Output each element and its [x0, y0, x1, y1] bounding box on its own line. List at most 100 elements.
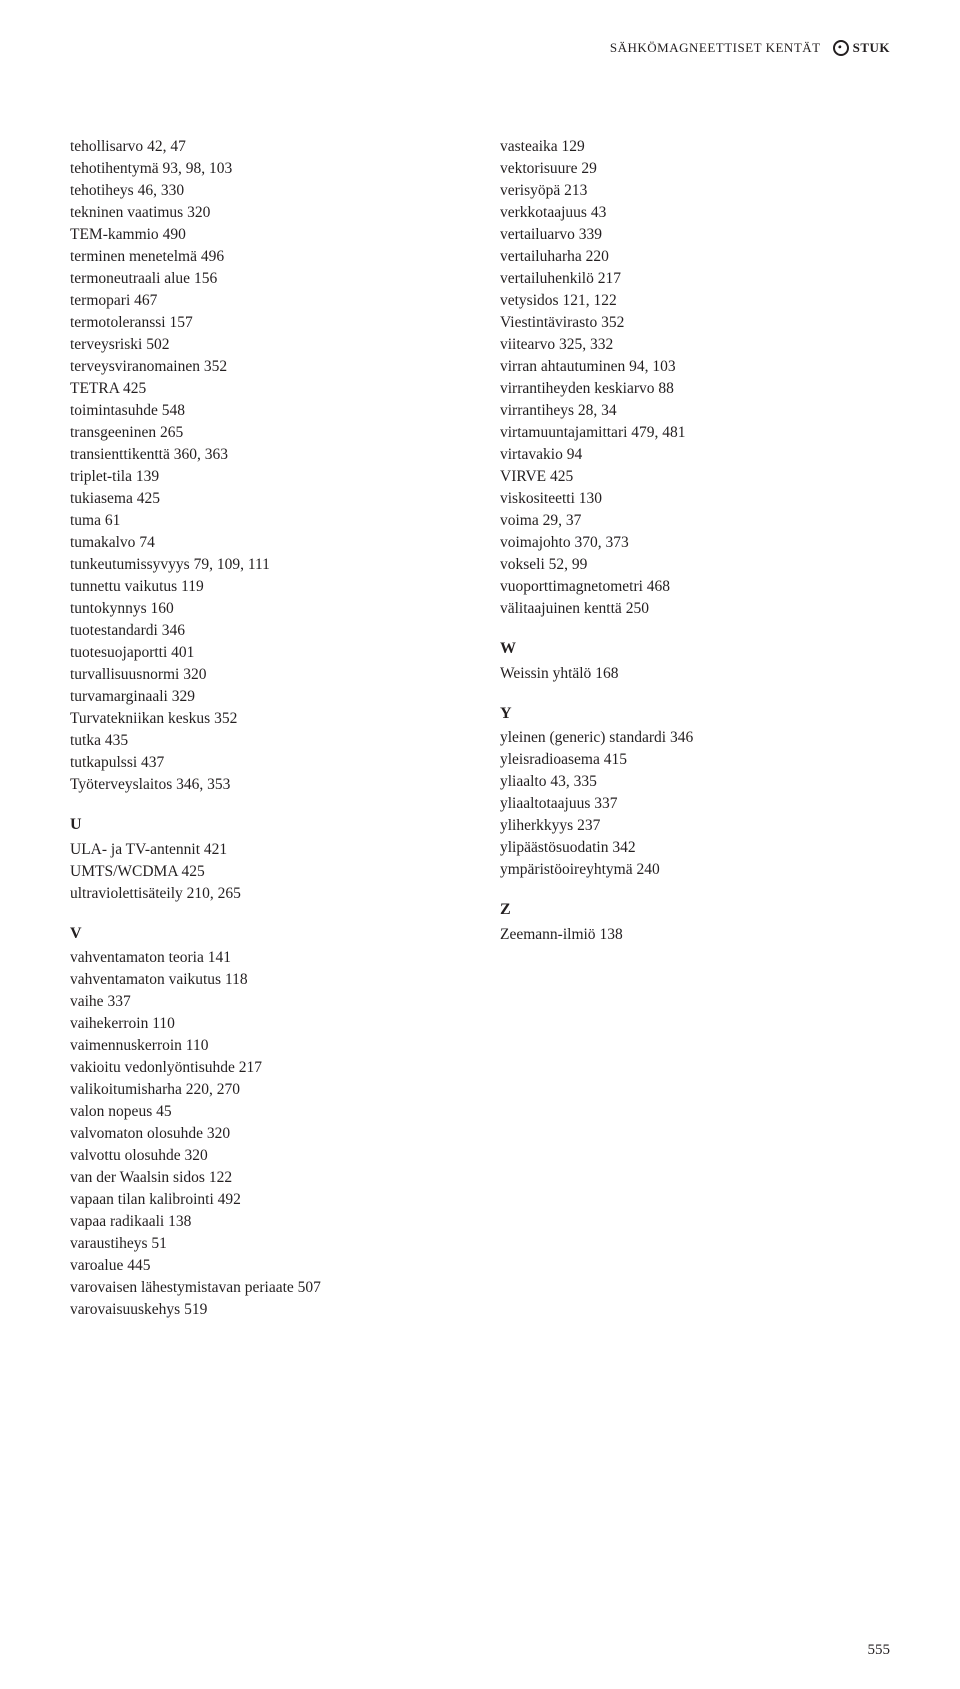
index-pages: 445: [127, 1257, 150, 1274]
index-term: ultraviolettisäteily: [70, 885, 183, 902]
index-pages: 29: [581, 160, 597, 177]
index-term: vasteaika: [500, 138, 558, 155]
index-entry: TETRA 425: [70, 378, 460, 400]
index-term: vuoporttimagnetometri: [500, 578, 643, 595]
index-term: viitearvo: [500, 336, 555, 353]
index-entry: terminen menetelmä 496: [70, 246, 460, 268]
index-entry: valon nopeus 45: [70, 1101, 460, 1123]
index-term: varovaisuuskehys: [70, 1301, 180, 1318]
index-entry: varovaisen lähestymistavan periaate 507: [70, 1277, 460, 1299]
index-term: vertailuharha: [500, 248, 582, 265]
index-entry: ylipäästösuodatin 342: [500, 837, 890, 859]
index-term: viskositeetti: [500, 490, 575, 507]
index-term: Viestintävirasto: [500, 314, 597, 331]
index-pages: 240: [636, 861, 659, 878]
index-term: yliaalto: [500, 773, 547, 790]
index-entry: virtamuuntajamittari 479, 481: [500, 422, 890, 444]
index-pages: 425: [182, 863, 205, 880]
index-pages: 342: [612, 839, 635, 856]
index-pages: 29, 37: [543, 512, 582, 529]
index-term: transienttikenttä: [70, 446, 170, 463]
index-term: tumakalvo: [70, 534, 135, 551]
index-entry: tehotihentymä 93, 98, 103: [70, 158, 460, 180]
index-term: van der Waalsin sidos: [70, 1169, 205, 1186]
index-term: tehollisarvo: [70, 138, 143, 155]
index-pages: 93, 98, 103: [163, 160, 233, 177]
index-pages: 129: [562, 138, 585, 155]
index-pages: 122: [209, 1169, 232, 1186]
index-entry: voimajohto 370, 373: [500, 532, 890, 554]
index-pages: 119: [181, 578, 204, 595]
index-pages: 320: [183, 666, 206, 683]
index-entry: vertailuhenkilö 217: [500, 268, 890, 290]
index-term: verkkotaajuus: [500, 204, 587, 221]
right-column: vasteaika 129vektorisuure 29verisyöpä 21…: [500, 136, 890, 1339]
index-entry: virran ahtautuminen 94, 103: [500, 356, 890, 378]
index-entry: tuma 61: [70, 510, 460, 532]
stuk-logo: STUK: [833, 40, 890, 56]
index-term: vapaan tilan kalibrointi: [70, 1191, 214, 1208]
index-pages: 213: [564, 182, 587, 199]
index-pages: 94: [567, 446, 583, 463]
index-pages: 217: [239, 1059, 262, 1076]
index-pages: 168: [595, 665, 618, 682]
index-entry: yliaaltotaajuus 337: [500, 793, 890, 815]
index-pages: 467: [134, 292, 157, 309]
index-letter-heading: U: [70, 814, 460, 837]
index-entry: välitaajuinen kenttä 250: [500, 598, 890, 620]
index-term: välitaajuinen kenttä: [500, 600, 622, 617]
index-pages: 415: [604, 751, 627, 768]
index-term: tuotestandardi: [70, 622, 158, 639]
index-term: valon nopeus: [70, 1103, 152, 1120]
index-term: vahventamaton teoria: [70, 949, 204, 966]
index-pages: 507: [298, 1279, 321, 1296]
index-entry: vokseli 52, 99: [500, 554, 890, 576]
index-term: Työterveyslaitos: [70, 776, 172, 793]
index-term: tekninen vaatimus: [70, 204, 183, 221]
index-pages: 220: [586, 248, 609, 265]
index-entry: tuotesuojaportti 401: [70, 642, 460, 664]
index-term: terminen menetelmä: [70, 248, 197, 265]
index-term: terveysviranomainen: [70, 358, 200, 375]
index-pages: 360, 363: [174, 446, 228, 463]
index-term: vertailuarvo: [500, 226, 575, 243]
index-term: yliaaltotaajuus: [500, 795, 590, 812]
index-term: virrantiheyden keskiarvo: [500, 380, 655, 397]
index-term: varaustiheys: [70, 1235, 147, 1252]
index-term: vaihekerroin: [70, 1015, 148, 1032]
index-term: transgeeninen: [70, 424, 156, 441]
index-pages: 156: [194, 270, 217, 287]
index-pages: 370, 373: [574, 534, 628, 551]
index-term: termotoleranssi: [70, 314, 166, 331]
index-entry: yleinen (generic) standardi 346: [500, 727, 890, 749]
index-pages: 141: [208, 949, 231, 966]
index-block: WWeissin yhtälö 168: [500, 638, 890, 685]
index-pages: 496: [201, 248, 224, 265]
index-pages: 220, 270: [186, 1081, 240, 1098]
index-term: vokseli: [500, 556, 545, 573]
index-term: turvallisuusnormi: [70, 666, 179, 683]
index-pages: 43, 335: [550, 773, 597, 790]
index-block: Vvahventamaton teoria 141vahventamaton v…: [70, 923, 460, 1322]
running-header: SÄHKÖMAGNEETTISET KENTÄT STUK: [70, 40, 890, 56]
index-entry: valvomaton olosuhde 320: [70, 1123, 460, 1145]
index-term: UMTS/WCDMA: [70, 863, 178, 880]
index-pages: 352: [214, 710, 237, 727]
index-entry: terveysviranomainen 352: [70, 356, 460, 378]
index-pages: 138: [168, 1213, 191, 1230]
index-pages: 217: [598, 270, 621, 287]
index-term: verisyöpä: [500, 182, 560, 199]
index-entry: ultraviolettisäteily 210, 265: [70, 883, 460, 905]
index-letter-heading: W: [500, 638, 890, 661]
index-entry: vaihekerroin 110: [70, 1013, 460, 1035]
index-term: vertailuhenkilö: [500, 270, 594, 287]
index-term: vaihe: [70, 993, 104, 1010]
left-column: tehollisarvo 42, 47tehotihentymä 93, 98,…: [70, 136, 460, 1339]
index-term: toimintasuhde: [70, 402, 158, 419]
index-block: UULA- ja TV-antennit 421UMTS/WCDMA 425ul…: [70, 814, 460, 905]
index-columns: tehollisarvo 42, 47tehotihentymä 93, 98,…: [70, 136, 890, 1339]
index-term: tutkapulssi: [70, 754, 137, 771]
index-term: triplet-tila: [70, 468, 132, 485]
index-entry: verkkotaajuus 43: [500, 202, 890, 224]
index-pages: 421: [204, 841, 227, 858]
